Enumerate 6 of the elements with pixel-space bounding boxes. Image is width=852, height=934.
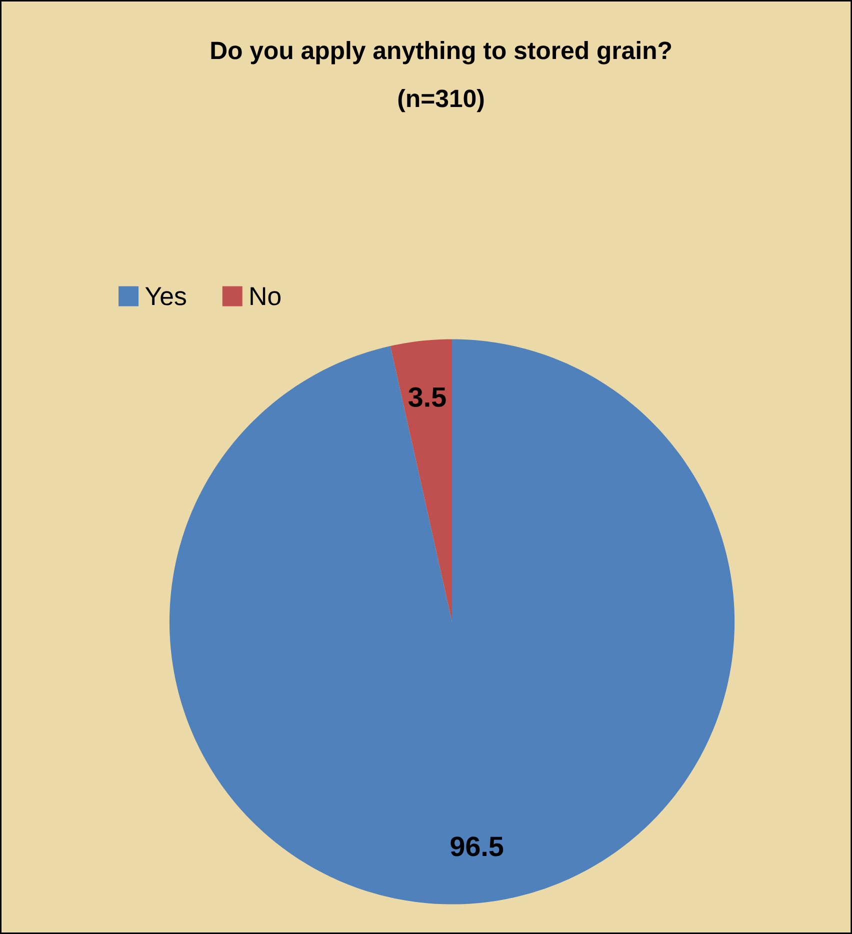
legend-label: Yes	[145, 287, 186, 306]
data-label: 3.5	[408, 387, 446, 407]
data-label: 96.5	[450, 836, 504, 856]
legend-label: No	[250, 287, 280, 306]
chart-title: Do you apply anything to stored grain?	[211, 41, 671, 64]
chart-subtitle: (n=310)	[398, 89, 484, 112]
